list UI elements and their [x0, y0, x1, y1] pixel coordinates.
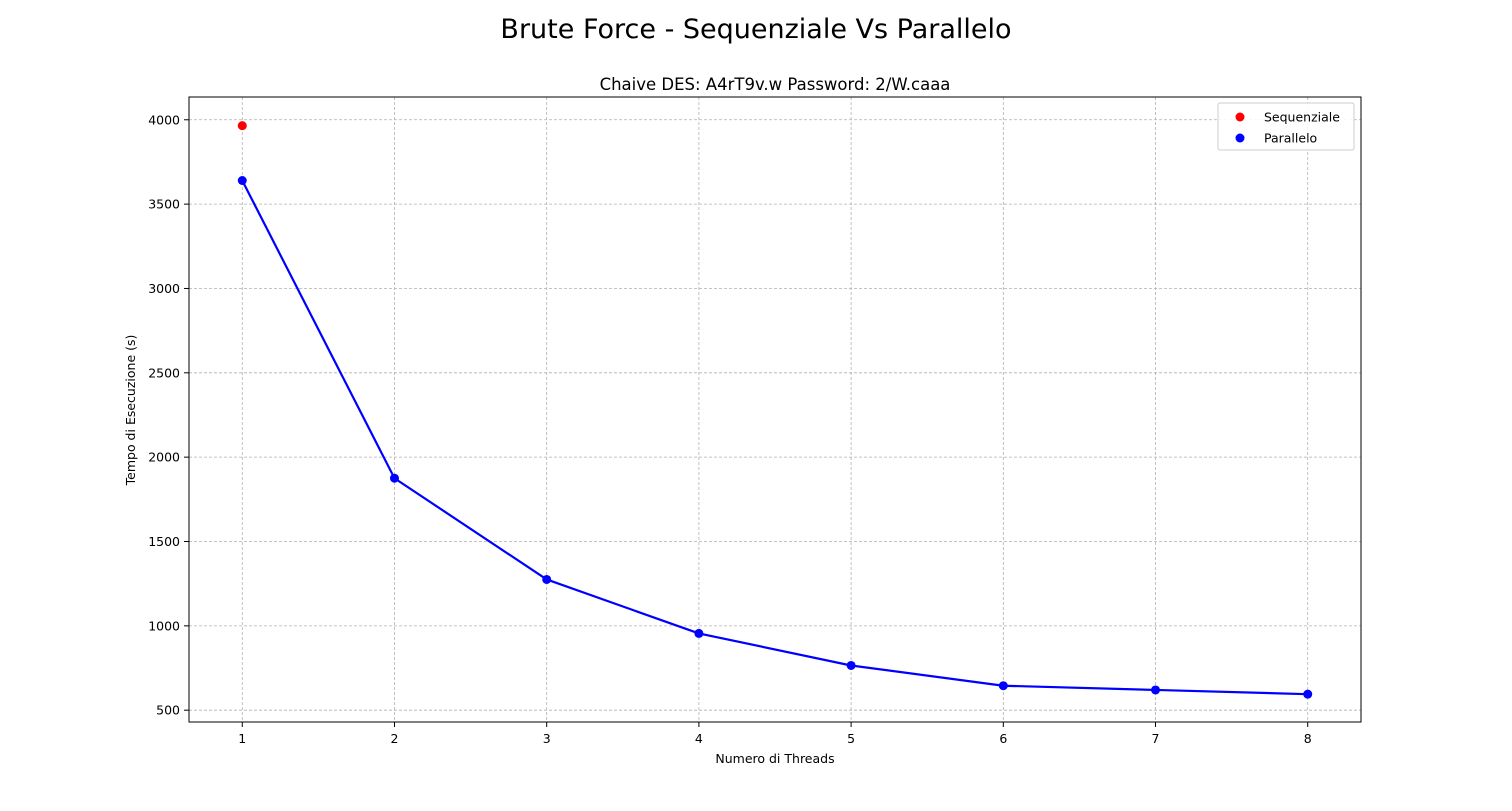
data-point-parallelo — [389, 473, 399, 483]
x-tick-label: 4 — [695, 731, 703, 746]
y-tick-label: 1500 — [148, 534, 180, 549]
y-tick-label: 1000 — [148, 618, 180, 633]
x-tick-label: 8 — [1304, 731, 1312, 746]
plot-area — [188, 96, 1362, 723]
x-axis: 1 2 3 4 5 6 7 8 — [238, 722, 1312, 746]
figure-title: Brute Force - Sequenziale Vs Parallelo — [500, 14, 1011, 45]
y-tick-label: 500 — [156, 703, 180, 718]
y-axis-label: Tempo di Esecuzione (s) — [123, 335, 138, 487]
data-point-parallelo — [1151, 685, 1161, 695]
grid — [189, 97, 1361, 722]
legend-box — [1217, 102, 1355, 151]
y-tick-label: 3000 — [148, 281, 180, 296]
y-tick-label: 4000 — [148, 112, 180, 127]
y-tick-label: 3500 — [148, 197, 180, 212]
data-point-parallelo — [998, 681, 1008, 691]
y-tick-label: 2000 — [148, 450, 180, 465]
legend: Sequenziale Parallelo — [1217, 102, 1355, 151]
x-tick-label: 5 — [847, 731, 855, 746]
series — [237, 121, 1313, 699]
data-point-parallelo — [694, 628, 704, 638]
legend-label-sequenziale: Sequenziale — [1264, 110, 1340, 125]
x-tick-label: 7 — [1152, 731, 1160, 746]
data-point-sequenziale — [237, 121, 247, 131]
x-tick-label: 2 — [391, 731, 399, 746]
data-point-parallelo — [846, 660, 856, 670]
chart-title: Chaive DES: A4rT9v.w Password: 2/W.caaa — [600, 75, 951, 94]
legend-marker-sequenziale — [1235, 112, 1245, 122]
x-tick-label: 3 — [543, 731, 551, 746]
data-point-parallelo — [1303, 689, 1313, 699]
x-tick-label: 1 — [238, 731, 246, 746]
data-point-parallelo — [542, 574, 552, 584]
legend-marker-parallelo — [1235, 133, 1245, 143]
y-tick-label: 2500 — [148, 365, 180, 380]
y-axis: 500 1000 1500 2000 2500 3000 3500 4000 — [148, 112, 189, 718]
data-point-parallelo — [237, 176, 247, 186]
series-line-parallelo — [241, 180, 1308, 696]
legend-label-parallelo: Parallelo — [1264, 131, 1317, 146]
x-tick-label: 6 — [999, 731, 1007, 746]
x-axis-label: Numero di Threads — [715, 751, 834, 766]
